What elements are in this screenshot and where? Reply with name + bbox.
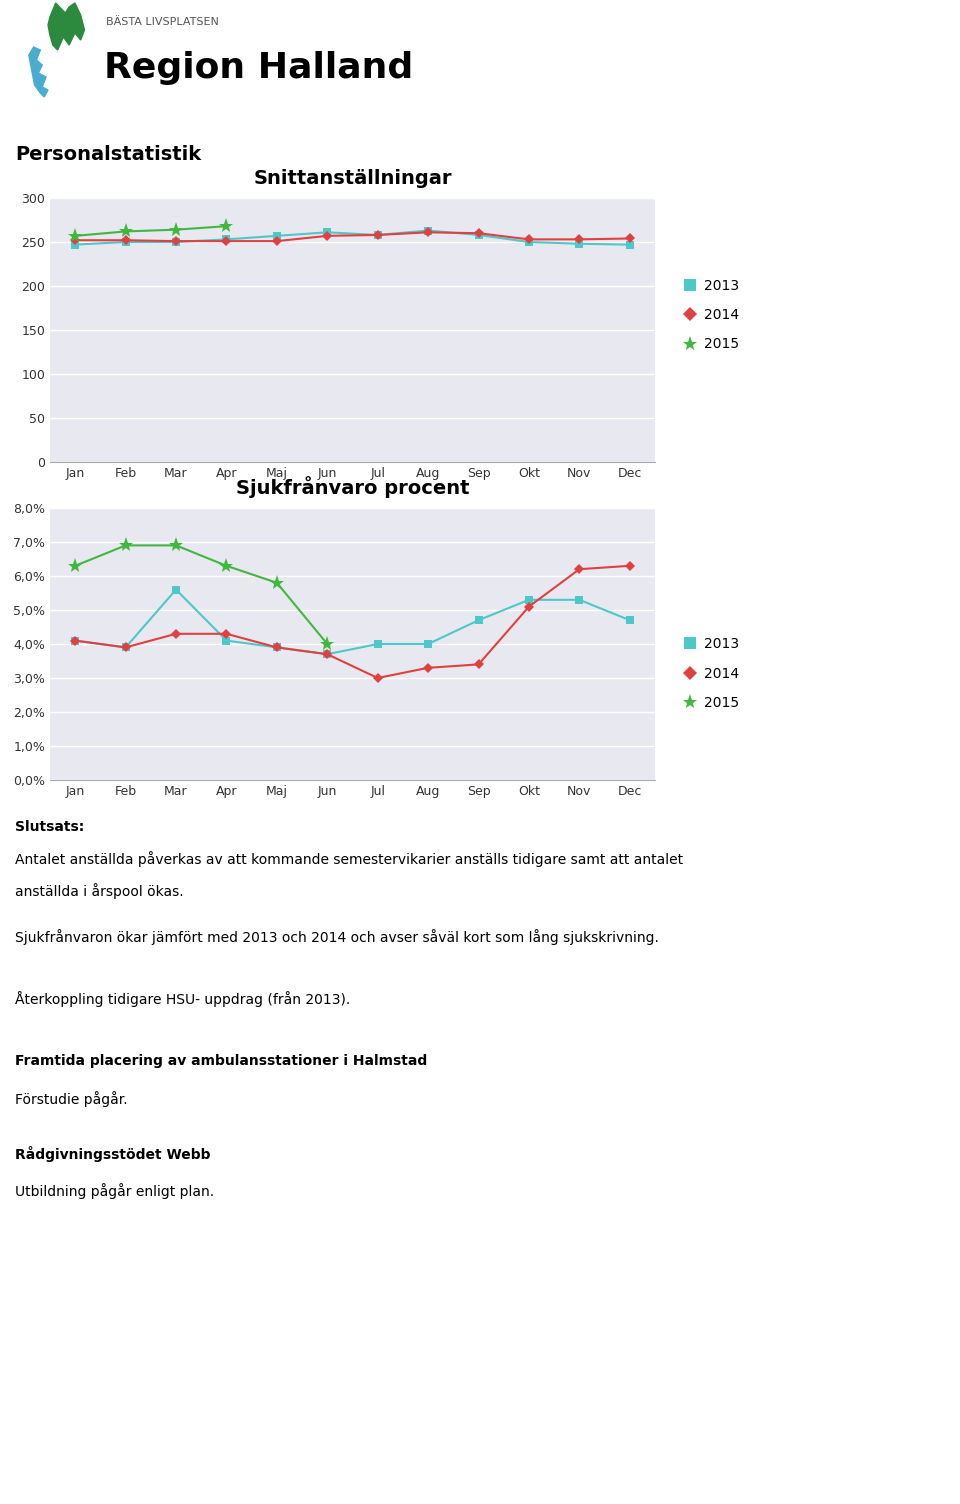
Title: Sjukfrånvaro procent: Sjukfrånvaro procent (236, 477, 469, 498)
Text: Sjukfrånvaron ökar jämfört med 2013 och 2014 och avser såväl kort som lång sjuks: Sjukfrånvaron ökar jämfört med 2013 och … (15, 928, 659, 945)
Text: Region Halland: Region Halland (104, 51, 413, 86)
Text: Förstudie pågår.: Förstudie pågår. (15, 1092, 128, 1107)
Title: Snittanställningar: Snittanställningar (253, 168, 452, 188)
Text: anställda i årspool ökas.: anställda i årspool ökas. (15, 883, 183, 899)
Text: Antalet anställda påverkas av att kommande semestervikarier anställs tidigare sa: Antalet anställda påverkas av att komman… (15, 851, 684, 868)
Text: Rådgivningsstödet Webb: Rådgivningsstödet Webb (15, 1146, 210, 1161)
Legend: 2013, 2014, 2015: 2013, 2014, 2015 (686, 278, 739, 352)
Polygon shape (48, 3, 84, 50)
Text: Utbildning pågår enligt plan.: Utbildning pågår enligt plan. (15, 1184, 214, 1199)
Text: Personalstatistik: Personalstatistik (15, 144, 202, 164)
Text: Återkoppling tidigare HSU- uppdrag (från 2013).: Återkoppling tidigare HSU- uppdrag (från… (15, 991, 350, 1008)
Text: Slutsats:: Slutsats: (15, 820, 84, 835)
Legend: 2013, 2014, 2015: 2013, 2014, 2015 (686, 638, 739, 710)
Text: Framtida placering av ambulansstationer i Halmstad: Framtida placering av ambulansstationer … (15, 1054, 427, 1068)
Text: BÄSTA LIVSPLATSEN: BÄSTA LIVSPLATSEN (106, 17, 219, 27)
Polygon shape (29, 47, 48, 96)
